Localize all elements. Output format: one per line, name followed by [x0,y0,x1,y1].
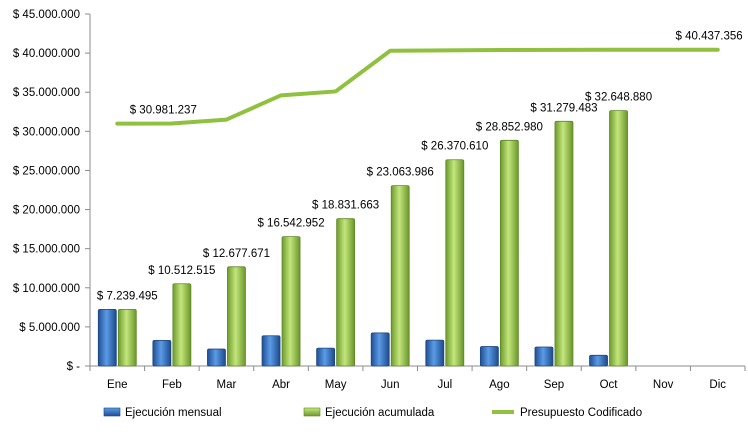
budget-line-layer [115,47,720,126]
bar-ejecucion-acumulada [445,159,465,367]
x-tick-label: Oct [600,379,619,391]
y-tick-label: $ 5.000.000 [19,322,80,334]
bar-ejecucion-acumulada [554,120,574,367]
y-tick-label: $ 20.000.000 [13,205,80,217]
data-label-ejecucion-acumulada: $ 31.279.483 [530,102,597,114]
bar-ejecucion-mensual [207,348,226,367]
budget-line [115,47,720,126]
data-label-ejecucion-acumulada: $ 23.063.986 [367,167,434,179]
y-tick-label: $ 30.000.000 [13,126,80,138]
data-label-ejecucion-acumulada: $ 18.831.663 [312,200,379,212]
data-label-ejecucion-acumulada: $ 7.239.495 [97,290,158,302]
y-tick-label: $ 10.000.000 [13,283,80,295]
legend-label-1: Ejecución acumulada [325,407,435,419]
data-label-ejecucion-acumulada: $ 16.542.952 [257,218,324,230]
data-label-ejecucion-acumulada: $ 10.512.515 [148,265,215,277]
bar-ejecucion-acumulada [390,185,410,367]
x-tick-label: May [325,379,347,391]
y-tick-label: $ 45.000.000 [13,9,80,21]
x-tick-label: Ago [489,379,509,391]
x-tick-label: Ene [107,379,127,391]
data-label-presupuesto: $ 40.437.356 [676,31,743,43]
x-tick-label: Jul [437,379,452,391]
y-tick-label: $ 35.000.000 [13,87,80,99]
x-tick-label: Jun [381,379,400,391]
bar-ejecucion-mensual [152,339,172,367]
data-label-presupuesto: $ 30.981.237 [130,105,197,117]
data-label-ejecucion-acumulada: $ 28.852.980 [476,121,543,133]
y-tick-label: $ 15.000.000 [13,244,80,256]
x-tick-label: Dic [709,379,726,391]
bar-ejecucion-acumulada [281,236,301,367]
bar-ejecucion-acumulada [609,110,628,367]
bar-ejecucion-mensual [316,347,336,367]
legend: Ejecución mensual Ejecución acumulada Pres… [103,407,642,419]
x-tick-label: Sep [544,379,564,391]
bars [97,110,628,367]
bar-ejecucion-mensual [370,332,390,367]
legend-label-0: Ejecución mensual [125,407,222,419]
y-tick-label: $ - [67,361,81,373]
bar-ejecucion-acumulada [172,283,192,367]
y-tick-label: $ 25.000.000 [13,165,80,177]
data-label-ejecucion-acumulada: $ 32.648.880 [585,92,652,104]
axes: $ - $ 5.000.000 $ 10.000.000 $ 15.000.000 $ … [13,9,746,391]
bar-ejecucion-acumulada [227,266,246,367]
legend-swatch-0 [103,407,121,417]
bar-ejecucion-acumulada [117,308,137,367]
bar-ejecucion-mensual [261,335,281,367]
y-tick-label: $ 40.000.000 [13,48,80,60]
legend-label-2: Presupuesto Codificado [520,407,642,419]
bar-ejecucion-mensual [589,354,608,367]
data-labels: $ 7.239.495 $ 10.512.515 $ 12.677.671 $ 16.… [97,31,743,303]
legend-swatch-1 [303,407,321,417]
data-label-ejecucion-acumulada: $ 26.370.610 [421,141,488,153]
bar-ejecucion-mensual [534,346,554,367]
x-tick-label: Mar [217,379,237,391]
bar-ejecucion-mensual [479,346,499,367]
data-label-ejecucion-acumulada: $ 12.677.671 [203,248,270,260]
x-tick-label: Nov [653,379,674,391]
x-tick-label: Feb [162,379,182,391]
bar-ejecucion-mensual [97,308,117,367]
bar-ejecucion-acumulada [499,139,519,367]
bar-ejecucion-acumulada [336,218,356,367]
bar-ejecucion-mensual [425,339,445,367]
x-tick-label: Abr [272,379,290,391]
